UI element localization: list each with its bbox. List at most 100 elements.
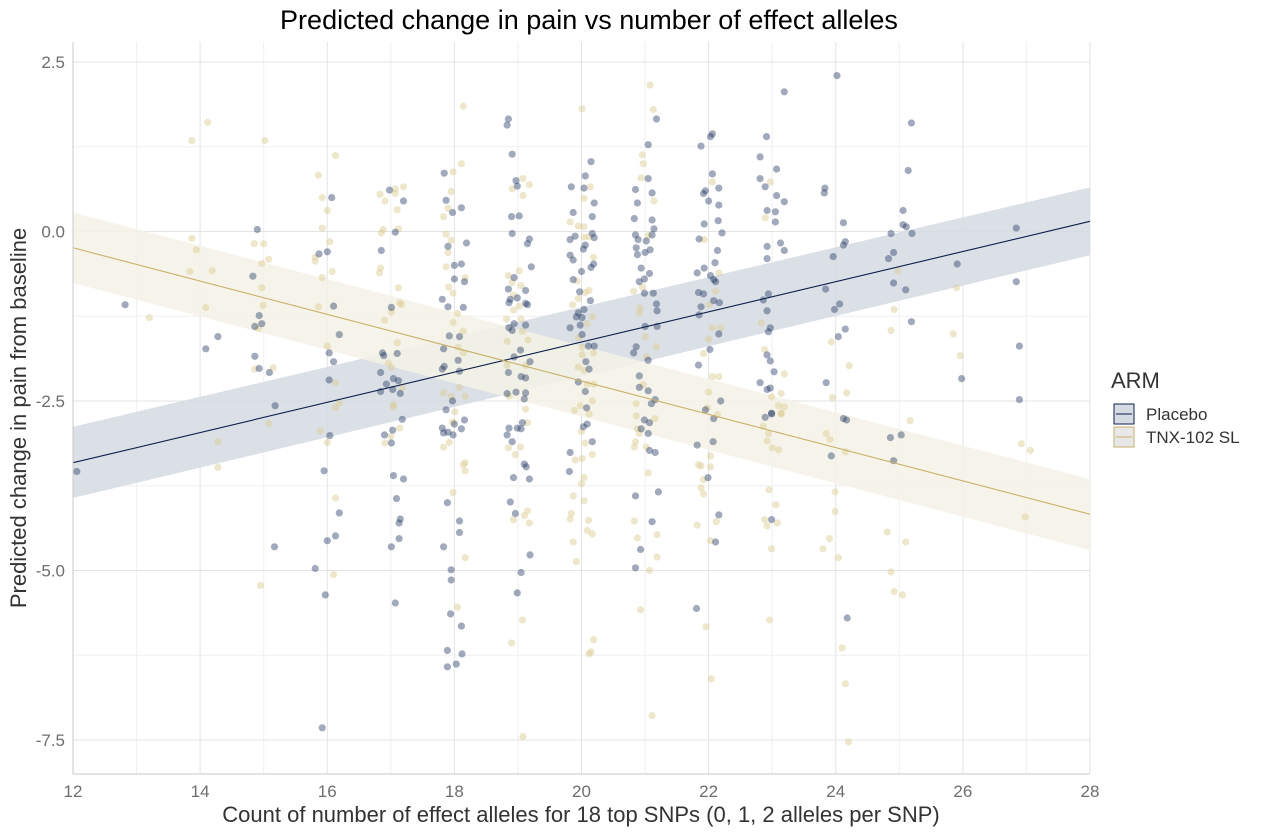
data-point	[843, 389, 851, 397]
data-point	[316, 427, 324, 435]
data-point	[573, 277, 581, 285]
data-point	[695, 235, 703, 243]
data-point	[461, 274, 469, 282]
data-point	[763, 307, 771, 315]
data-point	[265, 419, 273, 427]
data-point	[584, 516, 593, 524]
data-point	[894, 267, 902, 275]
data-point	[841, 325, 849, 333]
data-point	[578, 105, 586, 113]
data-point	[188, 234, 196, 242]
points-tnx-102-sl	[145, 81, 1034, 746]
data-point	[831, 507, 839, 516]
data-point	[440, 362, 448, 370]
data-point	[590, 349, 598, 357]
data-point	[590, 342, 598, 350]
data-point	[438, 365, 446, 373]
data-point	[590, 253, 598, 261]
data-point	[887, 568, 895, 576]
data-point	[566, 218, 574, 226]
data-point	[522, 405, 530, 413]
data-point	[756, 153, 764, 161]
data-point	[440, 429, 448, 437]
data-point	[694, 461, 703, 469]
data-point	[192, 246, 200, 254]
data-point	[330, 571, 338, 579]
legend-item-placebo: Placebo	[1113, 403, 1207, 425]
data-point	[708, 130, 717, 138]
data-point	[566, 515, 574, 523]
x-tick-label: 22	[699, 782, 718, 801]
data-point	[825, 535, 834, 543]
data-point	[715, 299, 724, 307]
data-point	[838, 644, 846, 652]
data-point	[335, 399, 343, 407]
data-point	[632, 400, 640, 408]
data-point	[377, 264, 385, 272]
data-point	[389, 375, 397, 383]
data-point	[503, 337, 511, 345]
data-point	[517, 373, 525, 381]
data-point	[522, 286, 530, 295]
data-point	[715, 269, 723, 277]
data-point	[588, 530, 596, 538]
data-point	[269, 364, 277, 372]
data-point	[705, 388, 713, 396]
data-point	[839, 241, 848, 249]
data-point	[444, 303, 452, 311]
data-point	[635, 372, 643, 380]
data-point	[702, 623, 710, 631]
data-point	[822, 429, 830, 438]
data-point	[506, 295, 514, 303]
data-point	[461, 554, 469, 562]
data-point	[907, 318, 916, 326]
data-point	[443, 646, 451, 655]
data-point	[581, 241, 589, 249]
data-point	[449, 289, 457, 297]
data-point	[768, 545, 776, 553]
data-point	[644, 356, 652, 364]
data-point	[186, 267, 194, 276]
data-point	[459, 461, 467, 469]
data-point	[522, 321, 530, 329]
data-point	[576, 402, 584, 410]
y-tick-label: -7.5	[36, 731, 65, 750]
data-point	[644, 469, 652, 477]
data-point	[325, 349, 333, 357]
data-point	[631, 231, 640, 239]
data-point	[380, 316, 389, 324]
data-point	[642, 443, 650, 451]
data-point	[188, 137, 196, 145]
data-point	[712, 278, 720, 286]
data-point	[577, 427, 586, 436]
data-point	[822, 379, 830, 387]
data-point	[699, 490, 708, 498]
data-point	[902, 538, 910, 546]
data-point	[381, 439, 389, 447]
data-point	[448, 418, 457, 426]
data-point	[379, 225, 387, 234]
data-point	[523, 507, 532, 515]
data-point	[706, 537, 715, 545]
data-point	[377, 229, 385, 237]
data-point	[777, 409, 785, 417]
data-point	[580, 223, 588, 231]
data-point	[442, 263, 450, 271]
data-point	[73, 467, 81, 476]
data-point	[578, 331, 586, 339]
data-point	[457, 622, 465, 630]
data-point	[715, 201, 723, 209]
data-point	[523, 419, 532, 427]
data-point	[706, 345, 714, 354]
data-point	[442, 406, 450, 414]
data-point	[578, 343, 586, 351]
data-point	[761, 413, 769, 421]
data-point	[705, 197, 713, 205]
data-point	[644, 387, 652, 395]
data-point	[581, 439, 589, 447]
data-point	[651, 415, 659, 423]
data-point	[214, 438, 222, 446]
data-point	[708, 178, 717, 186]
data-point	[525, 181, 534, 189]
legend-label-tnx: TNX-102 SL	[1146, 428, 1240, 447]
